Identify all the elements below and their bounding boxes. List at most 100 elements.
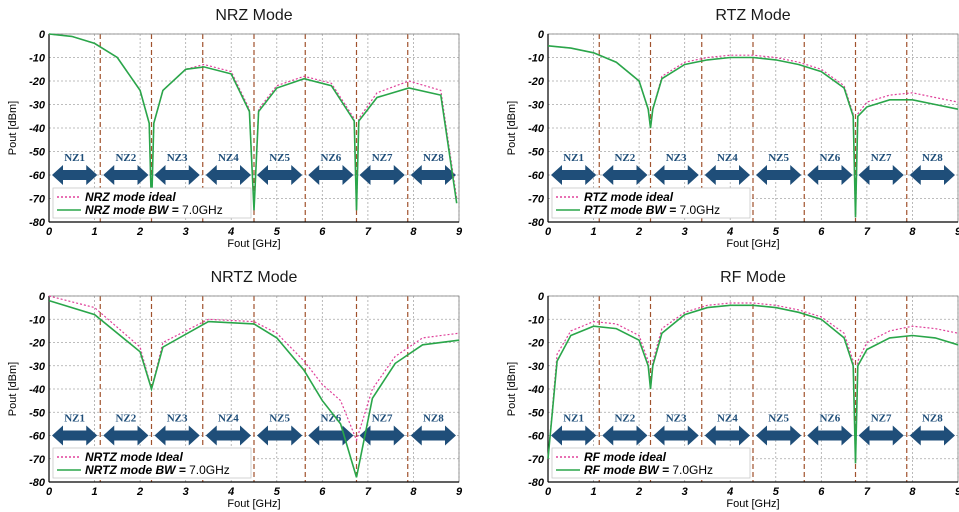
- x-tick-label: 0: [46, 486, 53, 498]
- x-axis-label: Fout [GHz]: [726, 238, 779, 250]
- zone-arrow-nz2: [602, 425, 648, 446]
- zone-arrow-nz7: [359, 425, 405, 446]
- zone-arrow-nz6: [807, 165, 853, 185]
- zone-label: NZ6: [320, 413, 341, 425]
- zone-arrow-nz5: [257, 425, 303, 446]
- x-tick-label: 8: [909, 226, 916, 238]
- y-tick-label: 0: [39, 291, 46, 303]
- x-tick-label: 6: [319, 226, 326, 238]
- zone-arrow-nz1: [551, 425, 597, 446]
- zone-label: NZ4: [218, 413, 239, 425]
- x-tick-label: 9: [955, 226, 959, 238]
- legend-label: RTZ mode ideal: [584, 190, 674, 204]
- zone-arrow-nz1: [52, 425, 98, 446]
- zone-label: NZ6: [320, 152, 341, 164]
- zone-label: NZ5: [269, 152, 290, 164]
- zone-label: NZ4: [717, 152, 738, 164]
- x-tick-label: 2: [635, 226, 642, 238]
- x-tick-label: 0: [545, 486, 552, 498]
- y-tick-label: -60: [528, 170, 545, 182]
- zone-label: NZ8: [423, 152, 444, 164]
- zone-arrow-nz2: [602, 165, 648, 185]
- y-tick-label: -60: [29, 431, 46, 443]
- zone-label: NZ4: [717, 413, 738, 425]
- y-tick-label: -20: [528, 76, 545, 88]
- zone-arrow-nz4: [205, 165, 251, 185]
- x-tick-label: 3: [183, 226, 189, 238]
- y-tick-label: -40: [528, 123, 545, 135]
- zone-arrow-nz8: [410, 165, 456, 185]
- y-tick-label: -60: [528, 431, 545, 443]
- zone-label: NZ8: [922, 152, 943, 164]
- zone-arrow-nz6: [807, 425, 853, 446]
- series-line-bw: [48, 299, 460, 478]
- zone-label: NZ1: [64, 413, 85, 425]
- y-tick-label: -20: [29, 338, 46, 350]
- zone-arrow-nz5: [756, 165, 802, 185]
- y-tick-label: -80: [29, 477, 46, 489]
- y-tick-label: -10: [29, 53, 46, 65]
- series-line-ideal: [547, 302, 959, 464]
- legend-label: RF mode BW = 7.0GHz: [584, 463, 713, 477]
- zone-arrow-nz2: [103, 425, 149, 446]
- x-tick-label: 9: [456, 226, 463, 238]
- y-tick-label: -40: [29, 123, 46, 135]
- x-tick-label: 5: [773, 486, 780, 498]
- x-tick-label: 9: [456, 486, 463, 498]
- x-tick-label: 5: [274, 226, 281, 238]
- zone-label: NZ6: [819, 152, 840, 164]
- chart-title: RF Mode: [720, 269, 786, 286]
- x-tick-label: 3: [682, 486, 688, 498]
- zone-label: NZ7: [871, 152, 892, 164]
- zone-label: NZ7: [372, 152, 393, 164]
- x-tick-label: 3: [682, 226, 688, 238]
- x-axis-label: Fout [GHz]: [227, 238, 280, 250]
- zone-label: NZ8: [423, 413, 444, 425]
- zone-arrow-nz7: [858, 165, 904, 185]
- y-tick-label: 0: [538, 291, 545, 303]
- y-tick-label: -20: [29, 76, 46, 88]
- y-axis-label: Pout [dBm]: [7, 101, 19, 155]
- y-tick-label: -50: [29, 407, 46, 419]
- y-tick-label: -70: [29, 194, 46, 206]
- zone-label: NZ3: [666, 413, 687, 425]
- zone-label: NZ6: [819, 413, 840, 425]
- zone-arrow-nz5: [756, 425, 802, 446]
- x-tick-label: 8: [909, 486, 916, 498]
- zone-label: NZ3: [666, 152, 687, 164]
- zone-label: NZ5: [768, 152, 789, 164]
- x-tick-label: 2: [136, 226, 143, 238]
- y-tick-label: -40: [29, 384, 46, 396]
- zone-label: NZ8: [922, 413, 943, 425]
- series-line-bw: [547, 304, 959, 464]
- x-tick-label: 6: [818, 486, 825, 498]
- zone-arrow-nz5: [257, 165, 303, 185]
- y-tick-label: -40: [528, 384, 545, 396]
- x-tick-label: 7: [365, 486, 372, 498]
- y-tick-label: -30: [528, 100, 545, 112]
- x-tick-label: 9: [955, 486, 959, 498]
- y-tick-label: -50: [528, 407, 545, 419]
- zone-arrow-nz8: [909, 165, 955, 185]
- x-tick-label: 4: [726, 486, 733, 498]
- legend-label: NRZ mode ideal: [85, 190, 176, 204]
- legend-label: NRTZ mode BW = 7.0GHz: [85, 463, 230, 477]
- y-tick-label: -50: [29, 147, 46, 159]
- x-tick-label: 3: [183, 486, 189, 498]
- zone-arrow-nz2: [103, 165, 149, 185]
- y-tick-label: -80: [29, 217, 46, 229]
- legend-label: NRTZ mode Ideal: [85, 450, 183, 464]
- zone-arrow-nz7: [858, 425, 904, 446]
- y-tick-label: -10: [29, 314, 46, 326]
- zone-arrow-nz3: [653, 165, 699, 185]
- zone-arrow-nz8: [909, 425, 955, 446]
- zone-label: NZ7: [871, 413, 892, 425]
- x-tick-label: 7: [365, 226, 372, 238]
- legend-label: RF mode ideal: [584, 450, 667, 464]
- x-tick-label: 4: [726, 226, 733, 238]
- zone-arrow-nz3: [154, 425, 200, 446]
- x-tick-label: 5: [274, 486, 281, 498]
- zone-label: NZ1: [563, 152, 584, 164]
